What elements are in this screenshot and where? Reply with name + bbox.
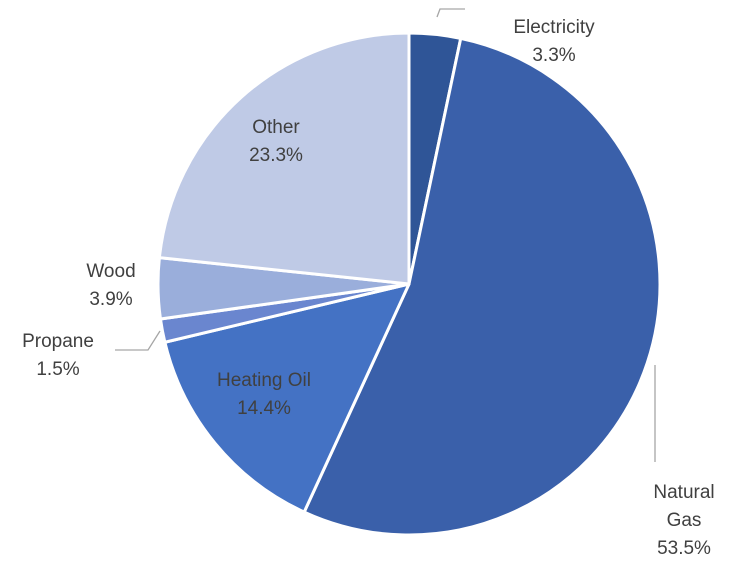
pie-slices (156, 31, 662, 537)
data-label-other: Other 23.3% (249, 117, 303, 166)
data-label-value: 53.5% (657, 538, 711, 559)
data-label-electricity: Electricity 3.3% (513, 17, 595, 66)
pie-slice-natural-gas (302, 36, 662, 537)
leader-lines (115, 8, 656, 462)
data-label-category: Wood (86, 261, 135, 282)
data-label-propane: Propane 1.5% (22, 331, 94, 380)
data-label-category: Electricity (513, 17, 595, 38)
data-label-heating-oil: Heating Oil 14.4% (217, 370, 311, 419)
data-label-natural-gas: Natural Gas 53.5% (653, 482, 714, 559)
leader-line-electricity (436, 8, 465, 18)
pie-slice-other (157, 31, 411, 286)
slice-labels: Electricity 3.3% Natural Gas 53.5% Heating Oi… (22, 17, 715, 559)
leader-line-propane (115, 330, 161, 351)
data-label-category: Other (252, 117, 300, 138)
data-label-value: 1.5% (36, 359, 79, 380)
data-label-wood: Wood 3.9% (86, 261, 135, 310)
data-label-category: Natural (653, 482, 714, 503)
data-label-value: 14.4% (237, 398, 291, 419)
data-label-category: Propane (22, 331, 94, 352)
data-label-value: 23.3% (249, 145, 303, 166)
data-label-value: 3.3% (532, 45, 575, 66)
data-label-category: Heating Oil (217, 370, 311, 391)
data-label-value: 3.9% (89, 289, 132, 310)
data-label-category: Gas (667, 510, 702, 531)
pie-slice-heating-oil (163, 282, 411, 514)
